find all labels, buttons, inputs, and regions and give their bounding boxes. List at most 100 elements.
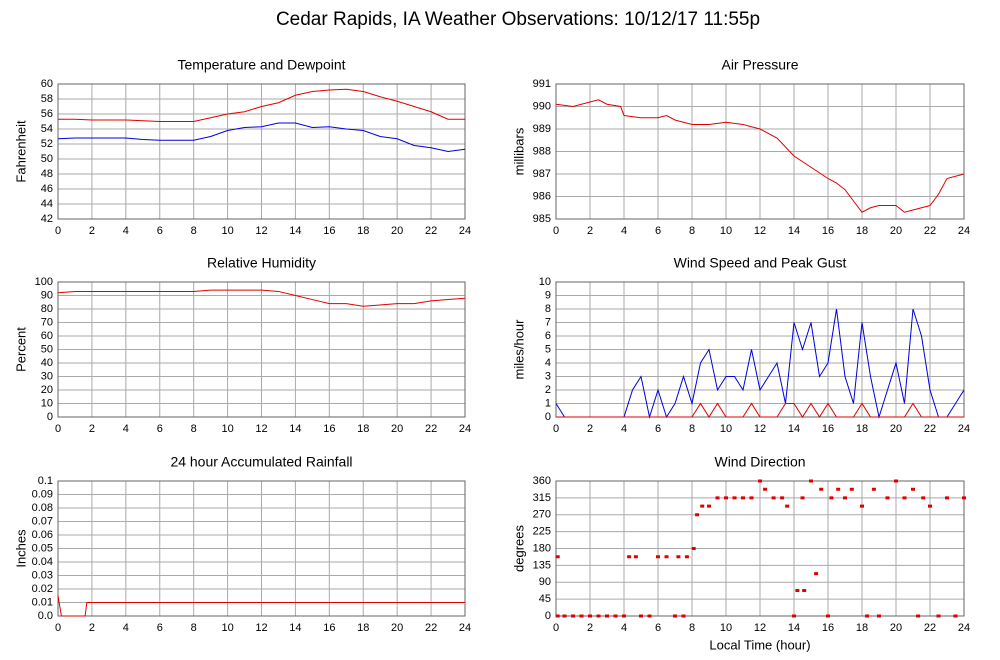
series-line [58,88,465,122]
scatter-point [695,513,700,517]
x-tick-label: 22 [924,622,936,634]
y-tick-label: 40 [41,357,53,369]
x-tick-label: 2 [587,622,593,634]
x-tick-label: 14 [289,225,301,237]
figure-title: Cedar Rapids, IA Weather Observations: 1… [276,9,760,30]
y-tick-label: 0.04 [32,556,53,568]
y-tick-label: 42 [41,213,53,225]
chart-title: Air Pressure [721,57,798,73]
y-tick-label: 20 [41,384,53,396]
scatter-point [691,547,696,550]
x-tick-label: 0 [553,423,559,435]
scatter-point [622,614,626,618]
scatter-point [700,504,705,508]
x-tick-label: 14 [788,225,800,237]
y-tick-label: 56 [41,108,53,120]
x-tick-label: 6 [655,423,661,435]
x-tick-label: 12 [754,622,766,634]
x-tick-label: 22 [924,225,936,237]
x-tick-label: 2 [89,225,95,237]
scatter-point [911,487,915,491]
x-tick-label: 2 [89,622,95,634]
x-tick-label: 24 [958,423,970,435]
scatter-point [936,614,941,618]
scatter-point [613,614,618,618]
scatter-point [885,496,890,500]
scatter-point [588,614,592,618]
y-tick-label: 988 [533,145,551,157]
y-axis-label: miles/hour [511,319,526,380]
scatter-point [707,504,711,508]
x-tick-label: 20 [890,225,902,237]
x-tick-label: 2 [89,423,95,435]
x-tick-label: 8 [191,423,197,435]
scatter-point [676,555,681,559]
x-tick-label: 14 [788,423,800,435]
x-tick-label: 24 [459,622,471,634]
scatter-point [596,614,601,618]
y-tick-label: 0.03 [32,569,53,581]
x-tick-label: 24 [958,225,970,237]
y-tick-label: 100 [35,276,53,288]
plot-frame [57,83,466,220]
x-tick-label: 12 [754,423,766,435]
y-tick-label: 0.0 [38,610,53,622]
plot-frame [555,83,965,220]
scatter-point [800,496,805,500]
x-tick-label: 10 [221,622,233,634]
x-tick-label: 10 [221,225,233,237]
x-tick-label: 10 [720,225,732,237]
scatter-point [749,496,754,500]
x-tick-label: 12 [255,622,267,634]
y-tick-label: 80 [41,303,53,315]
x-tick-label: 8 [191,622,197,634]
x-tick-label: 4 [123,423,129,435]
x-tick-label: 18 [357,423,369,435]
series-line [57,122,466,153]
y-tick-label: 90 [539,576,551,588]
y-tick-label: 315 [533,492,551,504]
scatter-point [795,589,800,592]
x-tick-label: 18 [856,423,868,435]
scatter-point [785,504,790,508]
scatter-point [860,504,864,508]
chart-title: Relative Humidity [207,255,316,271]
x-tick-label: 6 [655,225,661,237]
scatter-point [902,496,907,500]
y-tick-label: 985 [533,213,551,225]
scatter-point [865,614,870,618]
x-tick-label: 20 [890,622,902,634]
y-tick-label: 9 [545,289,551,301]
y-tick-label: 60 [41,78,53,90]
y-tick-label: 50 [41,153,53,165]
scatter-point [555,614,560,618]
x-tick-label: 8 [191,225,197,237]
plot-frame [57,480,466,617]
x-tick-label: 20 [391,423,403,435]
y-tick-label: 6 [545,330,551,342]
scatter-point [639,614,643,618]
x-tick-label: 6 [655,622,661,634]
y-axis-label: degrees [511,525,526,572]
x-tick-label: 14 [289,622,301,634]
y-tick-label: 60 [41,330,53,342]
x-tick-label: 4 [123,622,129,634]
y-tick-label: 989 [533,123,551,135]
x-tick-label: 16 [822,423,834,435]
y-tick-label: 180 [533,542,551,554]
x-tick-label: 6 [157,622,163,634]
scatter-point [579,614,584,618]
x-tick-label: 22 [425,423,437,435]
scatter-point [656,555,660,559]
scatter-point [792,614,796,618]
y-tick-label: 986 [533,190,551,202]
scatter-point [627,555,632,559]
x-axis-label: Local Time (hour) [709,637,810,652]
y-axis-label: Percent [13,327,28,372]
x-tick-label: 8 [689,423,695,435]
scatter-point [571,614,575,618]
y-tick-label: 270 [533,509,551,521]
x-tick-label: 12 [255,225,267,237]
scatter-point [664,555,669,559]
